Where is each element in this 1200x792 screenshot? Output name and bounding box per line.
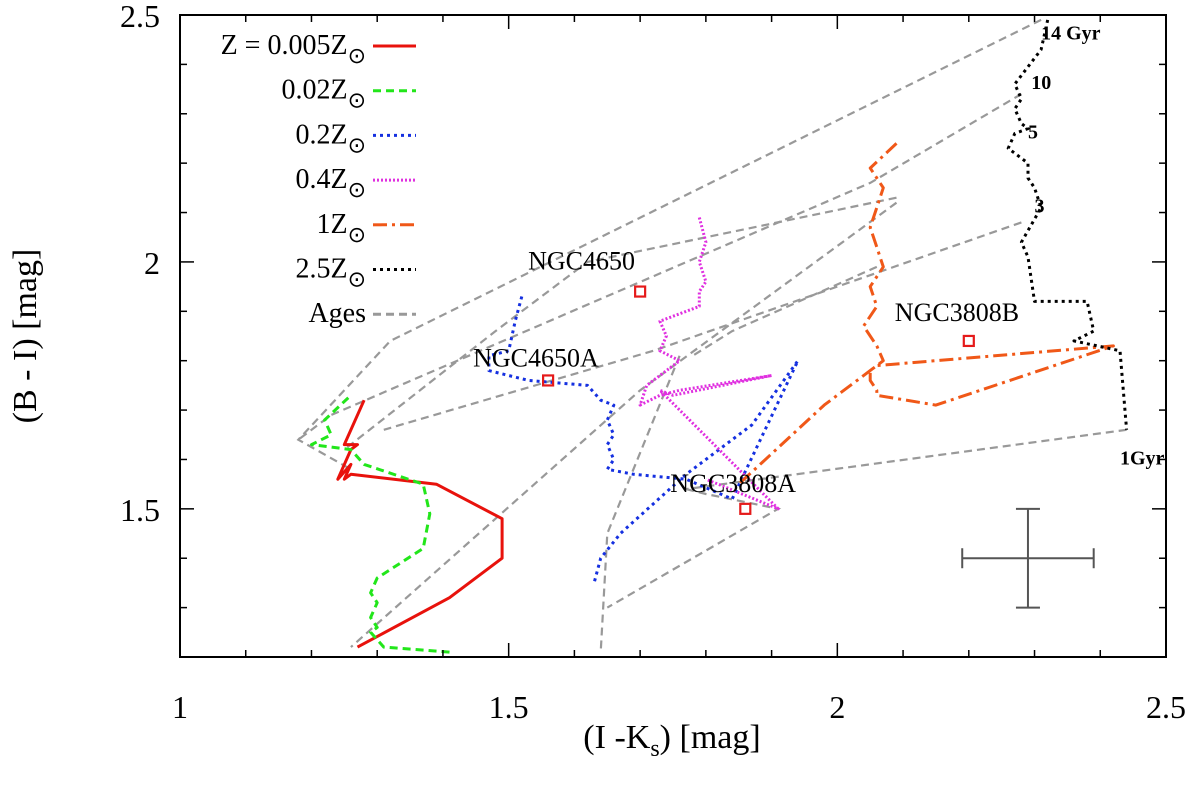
age-line-0	[296, 18, 1042, 471]
age-line-8	[599, 355, 681, 653]
y-tick-label: 2	[144, 245, 160, 281]
age-annotations: 14 Gyr 10 5 3 1Gyr	[1028, 23, 1165, 470]
x-tick-label: 2	[829, 689, 845, 725]
age-annotation-2: 5	[1028, 121, 1038, 143]
tick-labels: 1 1.5 2 2.5 1.5 2 2.5	[120, 0, 1186, 725]
series-line-4	[737, 142, 1115, 486]
series-line-2	[487, 296, 800, 584]
legend-label-4: 1Z⊙	[316, 209, 366, 247]
age-line-3	[383, 221, 1022, 431]
age-annotation-0: 14 Gyr	[1041, 23, 1101, 45]
y-tick-label: 2.5	[120, 0, 160, 34]
legend-label-3: 0.4Z⊙	[295, 164, 366, 202]
legend-label-6: Ages	[308, 298, 366, 329]
x-tick-label: 1	[172, 689, 188, 725]
series-line-5	[1006, 19, 1129, 430]
legend: Z = 0.005Z⊙ 0.02Z⊙ 0.2Z⊙ 0.4Z⊙ 1Z⊙ 2.5Z⊙ Ages	[221, 30, 416, 329]
y-tick-label: 1.5	[120, 492, 160, 528]
legend-label-1: 0.02Z⊙	[281, 75, 366, 113]
galaxy-marker-ngc3808b	[962, 334, 975, 348]
y-axis-title: (B - I) [mag]	[7, 249, 44, 424]
legend-label-2: 0.2Z⊙	[295, 119, 366, 157]
age-line-5	[350, 201, 898, 648]
legend-label-0: Z = 0.005Z⊙	[221, 30, 366, 68]
series-line-0	[336, 399, 504, 649]
plot-frame	[179, 14, 1167, 658]
tick-marks	[179, 14, 1167, 658]
legend-label-5: 2.5Z⊙	[295, 254, 366, 292]
age-annotation-1: 10	[1031, 72, 1051, 94]
error-bar	[961, 507, 1095, 609]
galaxy-label-ngc4650: NGC4650	[528, 247, 635, 276]
isochrone-series	[310, 19, 1129, 654]
age-line-1	[297, 93, 1022, 441]
galaxy-marker-ngc4650a	[542, 374, 555, 387]
galaxy-label-ngc3808b: NGC3808B	[895, 298, 1019, 327]
series-line-1	[310, 394, 450, 654]
galaxy-marker-ngc4650	[634, 285, 647, 298]
age-line-6	[685, 428, 1127, 491]
galaxy-label-ngc3808a: NGC3808A	[670, 469, 796, 498]
age-line-7	[606, 488, 782, 609]
age-annotation-3: 3	[1035, 196, 1045, 218]
x-axis-title: (I -Ks) [mag]	[583, 719, 760, 762]
age-lines	[296, 18, 1127, 653]
age-line-2	[343, 196, 897, 451]
x-tick-label: 1.5	[489, 689, 529, 725]
age-line-4	[692, 265, 878, 357]
galaxy-label-ngc4650a: NGC4650A	[473, 343, 599, 372]
galaxy-markers: NGC4650 NGC4650A NGC3808B NGC3808A	[473, 247, 1019, 515]
age-annotation-4: 1Gyr	[1120, 447, 1165, 469]
axes-frame	[179, 14, 1167, 658]
galaxy-marker-ngc3808a	[739, 502, 752, 515]
x-tick-label: 2.5	[1146, 689, 1186, 725]
series-line-3	[638, 217, 780, 511]
